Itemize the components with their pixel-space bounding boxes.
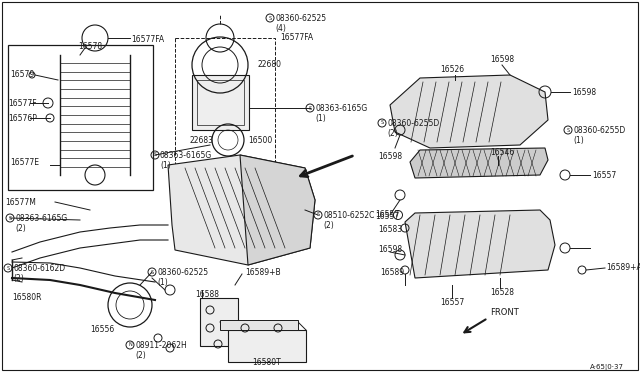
Text: 16576P: 16576P: [8, 114, 37, 123]
Bar: [220, 320, 298, 330]
Text: 16557: 16557: [592, 171, 616, 180]
Text: 16577FA: 16577FA: [131, 35, 164, 44]
Text: S: S: [316, 212, 319, 218]
Text: 08363-6165G
(1): 08363-6165G (1): [160, 151, 212, 170]
Text: 08360-62525
(1): 08360-62525 (1): [157, 268, 208, 288]
Polygon shape: [405, 210, 555, 278]
Bar: [228, 330, 306, 362]
Polygon shape: [240, 155, 315, 265]
Text: 16589: 16589: [380, 268, 404, 277]
Text: N: N: [128, 343, 132, 347]
Bar: [175, 38, 275, 213]
Polygon shape: [390, 75, 548, 148]
Text: S: S: [268, 16, 271, 20]
Text: 16528: 16528: [490, 288, 514, 297]
Text: 08363-6165G
(2): 08363-6165G (2): [15, 214, 67, 233]
Text: S: S: [154, 153, 157, 157]
Text: 16583: 16583: [378, 225, 402, 234]
Text: 16557: 16557: [440, 298, 464, 307]
Text: 16577F: 16577F: [8, 99, 36, 108]
Bar: [8, 45, 153, 190]
Text: S: S: [308, 106, 312, 110]
Text: S: S: [6, 266, 10, 270]
Text: A·65¦0·37: A·65¦0·37: [590, 364, 624, 370]
Text: 08360-62525
(4): 08360-62525 (4): [275, 14, 326, 33]
Text: 16546: 16546: [490, 148, 515, 157]
Text: 22683: 22683: [190, 136, 214, 145]
Text: S: S: [380, 121, 383, 125]
Polygon shape: [168, 155, 315, 265]
Bar: [192, 75, 249, 130]
Text: 16577FA: 16577FA: [280, 33, 313, 42]
Bar: [200, 298, 238, 346]
Text: 08363-6165G
(1): 08363-6165G (1): [315, 104, 367, 124]
Text: 16598: 16598: [378, 245, 402, 254]
Text: 16598: 16598: [572, 88, 596, 97]
Text: 16557: 16557: [375, 212, 399, 221]
Text: 16577E: 16577E: [10, 158, 39, 167]
Text: 22680: 22680: [258, 60, 282, 69]
Bar: [197, 80, 244, 125]
Text: 16579: 16579: [10, 70, 35, 79]
Text: 08510-6252C
(2): 08510-6252C (2): [323, 211, 374, 230]
Text: 16577M: 16577M: [5, 198, 36, 207]
Text: 16578: 16578: [78, 42, 102, 51]
Polygon shape: [410, 148, 548, 178]
Text: S: S: [150, 269, 154, 275]
Text: 16526: 16526: [440, 65, 464, 74]
Text: 16580R: 16580R: [12, 293, 42, 302]
Text: 16598: 16598: [490, 55, 514, 64]
Text: 16598: 16598: [378, 152, 402, 161]
Text: 16500: 16500: [248, 136, 272, 145]
Text: FRONT: FRONT: [490, 308, 519, 317]
Text: 08360-6162D
(2): 08360-6162D (2): [13, 264, 65, 283]
Text: 16589+B: 16589+B: [245, 268, 280, 277]
Text: S: S: [566, 128, 570, 132]
Text: 08911-2062H
(2): 08911-2062H (2): [135, 341, 187, 360]
Text: 16580T: 16580T: [252, 358, 281, 367]
Text: 08360-6255D
(1): 08360-6255D (1): [573, 126, 625, 145]
Text: 08360-6255D
(2): 08360-6255D (2): [387, 119, 439, 138]
Text: 16557: 16557: [375, 210, 399, 219]
Text: S: S: [8, 215, 12, 221]
Text: 16589+A: 16589+A: [606, 263, 640, 272]
Text: 16556: 16556: [90, 325, 115, 334]
Text: 16588: 16588: [195, 290, 219, 299]
